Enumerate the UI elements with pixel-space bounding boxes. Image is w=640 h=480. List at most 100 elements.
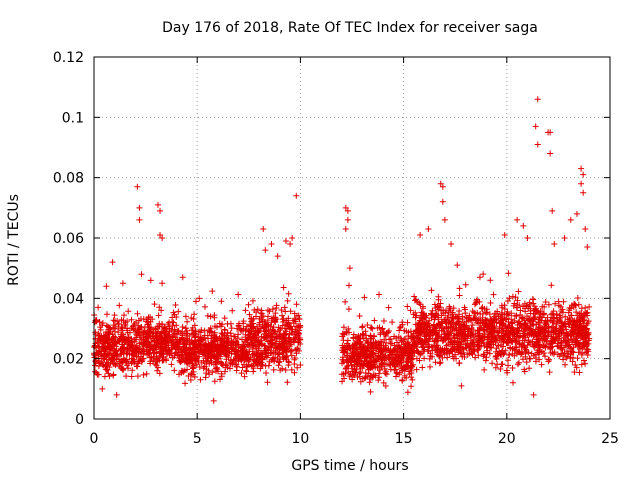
- data-point: [516, 341, 523, 348]
- data-point: [409, 376, 416, 383]
- data-point: [211, 331, 218, 338]
- data-point: [383, 339, 390, 346]
- data-point: [227, 320, 234, 327]
- data-point: [342, 204, 349, 211]
- data-point: [191, 355, 198, 362]
- data-point: [159, 235, 166, 241]
- data-point: [268, 319, 275, 326]
- data-point: [134, 310, 141, 317]
- data-point: [135, 317, 142, 324]
- data-point: [246, 311, 253, 318]
- data-point: [385, 327, 392, 334]
- data-point: [372, 364, 379, 371]
- data-point: [150, 353, 157, 360]
- data-point: [488, 344, 495, 351]
- data-point: [411, 293, 418, 300]
- data-point: [270, 314, 277, 321]
- data-point: [557, 314, 564, 321]
- data-point: [504, 308, 511, 315]
- data-point: [123, 373, 130, 380]
- data-point: [381, 345, 388, 352]
- data-point: [138, 271, 145, 278]
- data-point: [574, 337, 581, 344]
- data-point: [285, 358, 292, 365]
- data-point: [147, 277, 154, 284]
- data-point: [339, 347, 346, 354]
- data-point: [265, 327, 272, 334]
- data-point: [481, 366, 488, 373]
- data-point: [340, 371, 347, 378]
- data-point: [515, 288, 522, 295]
- data-point: [500, 330, 507, 337]
- data-point: [537, 344, 544, 351]
- data-point: [378, 361, 385, 368]
- data-point: [106, 343, 113, 350]
- data-point: [197, 336, 204, 343]
- data-point: [250, 320, 257, 327]
- data-point: [211, 378, 218, 385]
- data-point: [564, 348, 571, 355]
- data-point: [456, 285, 463, 292]
- data-point: [473, 299, 480, 306]
- data-point: [178, 367, 185, 374]
- data-point: [100, 362, 107, 369]
- data-point: [553, 326, 560, 333]
- data-point: [421, 320, 428, 327]
- data-point: [426, 355, 433, 362]
- data-point: [403, 349, 410, 356]
- data-point: [577, 312, 584, 319]
- data-point: [132, 348, 139, 355]
- data-point: [382, 383, 389, 390]
- data-point: [181, 358, 188, 365]
- data-point: [489, 323, 496, 330]
- data-point: [209, 288, 216, 295]
- data-point: [571, 330, 578, 337]
- data-point: [218, 373, 225, 380]
- data-point: [98, 333, 105, 340]
- data-point: [426, 363, 433, 370]
- data-point: [381, 336, 388, 343]
- data-point: [508, 310, 515, 317]
- data-point: [421, 310, 428, 317]
- data-point: [582, 304, 589, 311]
- data-point: [176, 336, 183, 343]
- data-point: [120, 312, 127, 319]
- data-point: [221, 326, 228, 333]
- data-point: [368, 345, 375, 352]
- data-point: [197, 329, 204, 336]
- data-point: [530, 327, 537, 334]
- data-point: [474, 296, 481, 303]
- data-point: [359, 331, 366, 338]
- data-point: [550, 314, 557, 321]
- data-point: [481, 331, 488, 338]
- data-point: [134, 373, 141, 380]
- data-point: [163, 357, 170, 364]
- data-point: [581, 334, 588, 341]
- data-point: [444, 331, 451, 338]
- data-point: [245, 301, 252, 308]
- data-point: [121, 338, 128, 345]
- data-point: [575, 349, 582, 356]
- data-point: [182, 340, 189, 347]
- data-point: [372, 356, 379, 363]
- data-point: [277, 326, 284, 333]
- data-point: [417, 301, 424, 308]
- data-point: [175, 371, 182, 378]
- data-point: [99, 385, 106, 392]
- data-point: [272, 342, 279, 349]
- data-point: [218, 351, 225, 358]
- data-point: [387, 340, 394, 347]
- data-point: [188, 327, 195, 334]
- data-point: [531, 303, 538, 310]
- data-point: [293, 350, 300, 357]
- data-point: [409, 363, 416, 370]
- data-point: [468, 325, 475, 332]
- data-point: [386, 355, 393, 362]
- data-point: [204, 335, 211, 342]
- data-point: [412, 297, 419, 304]
- data-point: [509, 365, 516, 372]
- data-point: [525, 349, 532, 356]
- data-point: [219, 344, 226, 351]
- data-point: [207, 313, 214, 320]
- data-point: [439, 198, 446, 205]
